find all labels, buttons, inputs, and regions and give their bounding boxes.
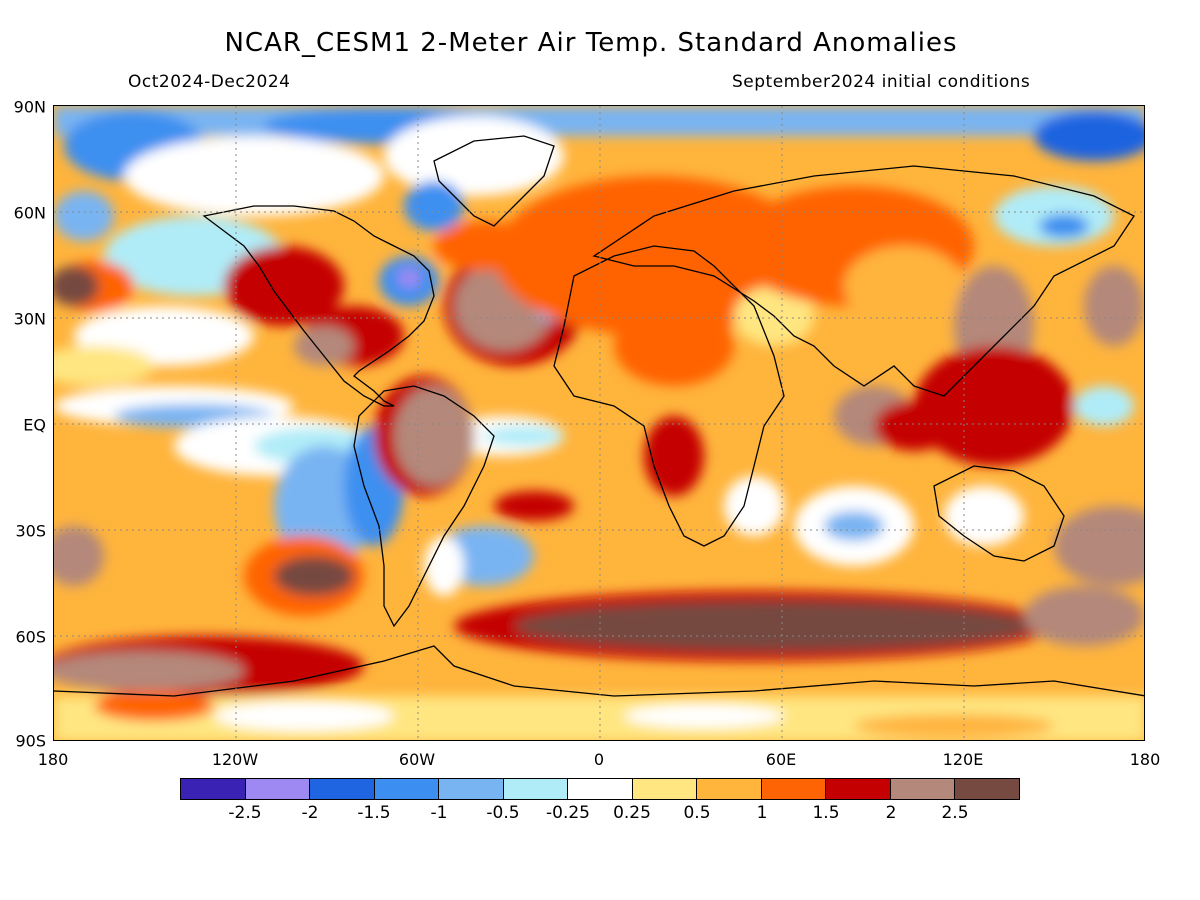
lon-label-120w: 120W xyxy=(211,750,259,769)
lat-label-30s: 30S xyxy=(15,521,46,541)
colorbar-label: -1.5 xyxy=(357,803,391,823)
colorbar-swatch xyxy=(761,779,827,799)
colorbar-swatch xyxy=(374,779,440,799)
initial-conditions: September2024 initial conditions xyxy=(732,72,1031,92)
colorbar-swatch xyxy=(245,779,311,799)
colorbar-swatch xyxy=(181,779,246,799)
colorbar xyxy=(180,778,1020,800)
lat-label-eq: EQ xyxy=(23,415,46,435)
colorbar-swatch xyxy=(955,779,1019,799)
colorbar-swatch xyxy=(632,779,698,799)
lat-label-90s: 90S xyxy=(15,731,46,751)
colorbar-swatch xyxy=(439,779,504,799)
lon-label-180e: 180 xyxy=(1129,750,1161,769)
lon-label-60e: 60E xyxy=(765,750,797,769)
colorbar-swatch xyxy=(697,779,762,799)
africa-europe-coastline xyxy=(553,245,785,547)
colorbar-swatch xyxy=(826,779,891,799)
colorbar-label: 0.5 xyxy=(683,803,711,823)
australia-coastline xyxy=(933,465,1065,562)
lat-label-90n: 90N xyxy=(13,97,46,117)
anomaly-field xyxy=(54,106,1144,740)
colorbar-swatch xyxy=(568,779,633,799)
lon-label-120e: 120E xyxy=(942,750,984,769)
forecast-period: Oct2024-Dec2024 xyxy=(128,72,291,92)
colorbar-label: -2.5 xyxy=(228,803,262,823)
lon-label-180w: 180 xyxy=(37,750,69,769)
map-title: NCAR_CESM1 2-Meter Air Temp. Standard An… xyxy=(224,28,958,58)
coastlines xyxy=(54,135,1144,697)
south-america-coastline xyxy=(353,385,495,628)
eurasia-coastline xyxy=(592,165,1135,397)
colorbar-label: 2 xyxy=(885,803,897,823)
lat-label-60n: 60N xyxy=(13,203,46,223)
colorbar-swatch xyxy=(890,779,956,799)
north-america-coastline xyxy=(202,205,435,407)
colorbar-label: -1 xyxy=(430,803,448,823)
colorbar-label: -2 xyxy=(301,803,319,823)
graticule xyxy=(54,106,1144,740)
antarctica-coastline xyxy=(54,645,1144,697)
greenland-coastline xyxy=(433,135,555,227)
colorbar-label: -0.5 xyxy=(486,803,520,823)
colorbar-swatch xyxy=(503,779,569,799)
lon-label-60w: 60W xyxy=(398,750,436,769)
colorbar-label: 2.5 xyxy=(941,803,969,823)
anomaly-map xyxy=(53,105,1145,741)
colorbar-label: -0.25 xyxy=(546,803,590,823)
colorbar-swatch xyxy=(310,779,375,799)
colorbar-label: 1.5 xyxy=(812,803,840,823)
lat-label-30n: 30N xyxy=(13,309,46,329)
anomaly-map-canvas xyxy=(54,106,1144,740)
colorbar-label: 0.25 xyxy=(613,803,651,823)
lat-label-60s: 60S xyxy=(15,627,46,647)
colorbar-label: 1 xyxy=(756,803,768,823)
lon-label-0: 0 xyxy=(593,750,605,769)
